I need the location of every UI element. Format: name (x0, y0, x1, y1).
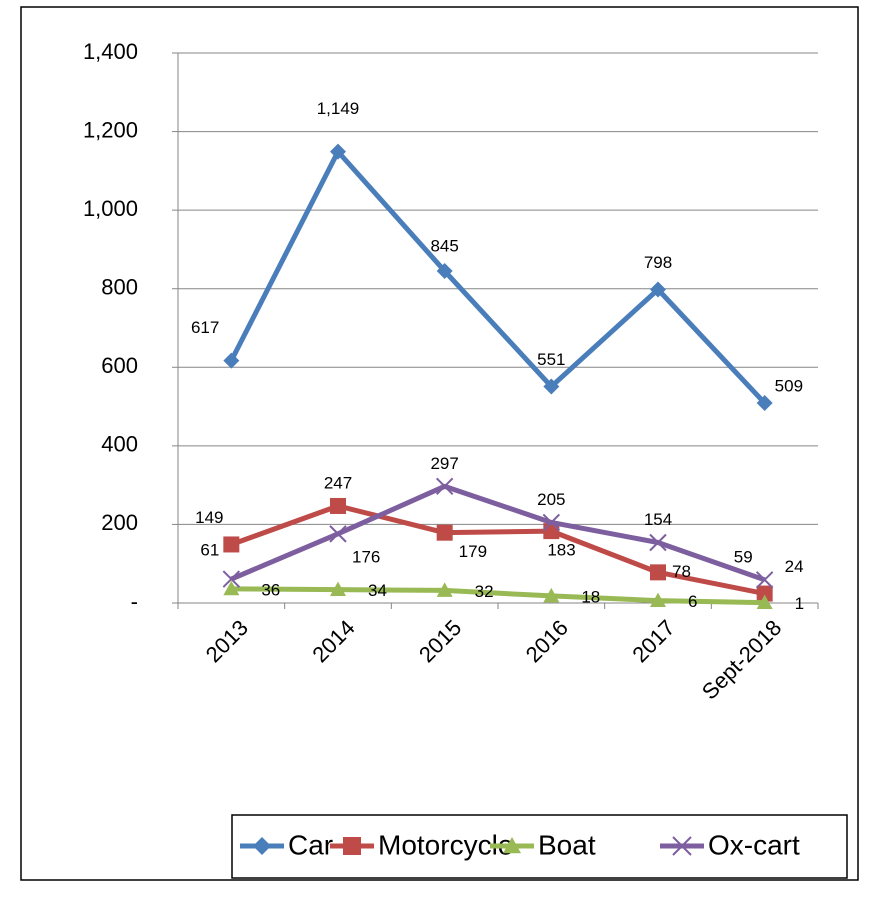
marker (756, 594, 773, 610)
marker (436, 582, 453, 597)
data-label: 205 (537, 490, 565, 509)
x-tick-label: 2015 (414, 615, 466, 667)
y-tick-label: 1,000 (83, 196, 138, 221)
data-label: 78 (672, 562, 691, 581)
marker (223, 536, 240, 553)
data-label: 1 (795, 594, 804, 613)
marker (330, 581, 346, 597)
data-label: 36 (261, 580, 280, 599)
data-label: 6 (688, 592, 697, 611)
y-tick-label: 1,400 (83, 39, 138, 64)
series-line (230, 503, 766, 597)
marker (503, 837, 521, 854)
legend-box (231, 814, 848, 879)
marker (543, 587, 560, 603)
marker (330, 497, 346, 514)
x-tick-label: 2017 (627, 615, 679, 667)
marker (755, 571, 774, 589)
y-tick-label: 600 (101, 353, 138, 378)
series-line (230, 483, 766, 583)
marker (343, 837, 361, 855)
marker (223, 352, 240, 369)
marker (672, 836, 692, 856)
data-label: 154 (644, 510, 672, 529)
data-label: 297 (430, 454, 458, 473)
data-label: 32 (475, 582, 494, 601)
data-label: 1,149 (317, 99, 360, 118)
marker (650, 564, 666, 581)
marker (253, 837, 271, 855)
series-line (231, 586, 765, 606)
data-label: 845 (430, 237, 458, 256)
y-tick-label: 400 (101, 432, 138, 457)
x-tick-label: 2013 (201, 615, 253, 667)
chart-border (20, 6, 859, 881)
data-label: 34 (368, 581, 387, 600)
y-tick-label: 200 (101, 510, 138, 535)
marker (542, 513, 561, 532)
data-label: 247 (324, 473, 352, 492)
marker (543, 378, 560, 395)
data-label: 551 (537, 350, 565, 369)
data-label: 149 (195, 508, 223, 527)
marker (436, 524, 453, 541)
y-tick-label: - (131, 589, 138, 614)
data-label: 509 (775, 377, 803, 396)
marker (222, 570, 241, 588)
data-label: 183 (547, 541, 575, 560)
marker (435, 477, 454, 496)
data-label: 24 (785, 557, 804, 576)
marker (756, 585, 773, 602)
marker (650, 592, 666, 608)
marker (756, 395, 773, 412)
x-tick-label: 2016 (521, 615, 573, 667)
data-label: 176 (352, 547, 380, 566)
x-tick-label: Sept-2018 (697, 615, 786, 704)
data-label: 18 (581, 587, 600, 606)
series-line (229, 149, 767, 405)
data-label: 798 (644, 253, 672, 272)
y-tick-label: 1,200 (83, 117, 138, 142)
data-label: 59 (734, 547, 753, 566)
marker (650, 281, 666, 298)
data-label: 179 (459, 542, 487, 561)
legend-label: Boat (538, 829, 596, 860)
data-label: 61 (200, 541, 219, 560)
marker (436, 263, 453, 280)
data-label: 617 (191, 318, 219, 337)
marker (330, 143, 346, 160)
legend-label: Car (288, 829, 333, 860)
marker (649, 533, 667, 552)
x-tick-label: 2014 (307, 615, 359, 667)
y-tick-label: 800 (101, 275, 138, 300)
legend-label: Ox-cart (708, 829, 800, 860)
marker (329, 525, 347, 543)
marker (223, 580, 240, 596)
